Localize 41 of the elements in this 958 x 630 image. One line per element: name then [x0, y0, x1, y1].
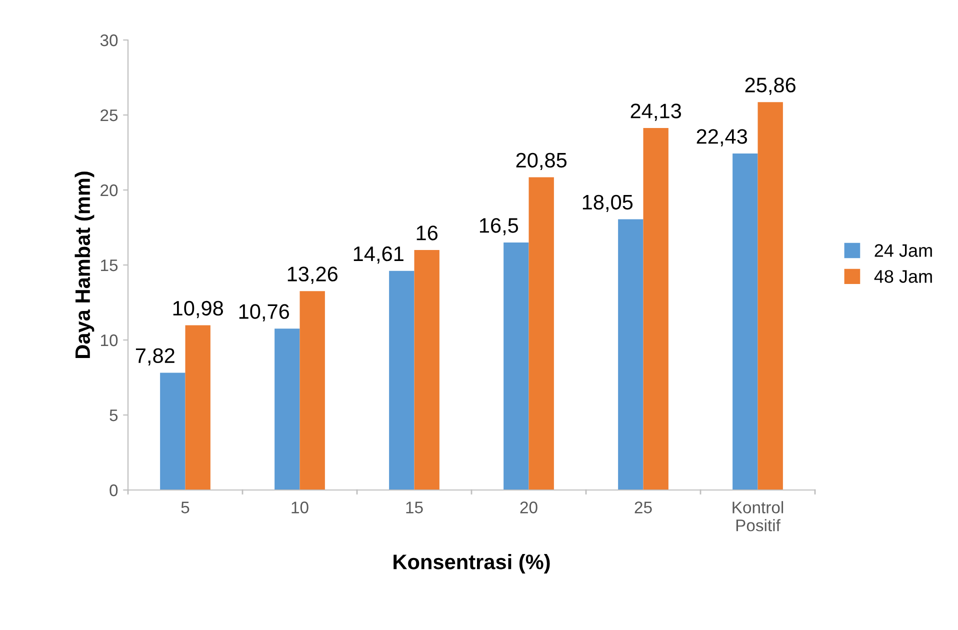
- y-tick-label: 10: [101, 334, 118, 346]
- y-axis-title: Daya Hambat (mm): [74, 172, 94, 358]
- data-label: 10,98: [173, 300, 224, 318]
- bar: [618, 219, 644, 490]
- data-label: 16,5: [480, 218, 518, 236]
- bar: [528, 177, 554, 490]
- x-tick-label: 25: [634, 502, 652, 514]
- y-tick-label: 5: [110, 410, 118, 422]
- data-label: 24,13: [630, 104, 681, 121]
- bar: [758, 102, 783, 490]
- data-label: 16: [416, 226, 438, 240]
- y-tick-label: 30: [100, 34, 118, 46]
- data-label: 20,85: [516, 152, 567, 170]
- x-tick-label: Kontrol Positif: [732, 501, 784, 532]
- x-tick-label: 5: [181, 502, 190, 514]
- data-label: 13,26: [288, 266, 338, 284]
- data-label: 18,05: [582, 194, 633, 212]
- bar: [389, 270, 414, 490]
- y-tick-label: 0: [110, 484, 118, 496]
- bar: [274, 328, 300, 490]
- bar: [732, 154, 758, 490]
- data-label: 22,43: [696, 129, 748, 146]
- bar: [643, 128, 668, 490]
- bar: [504, 242, 529, 490]
- y-tick-label: 15: [101, 260, 118, 272]
- data-label: 10,76: [239, 304, 290, 322]
- x-tick-label: 15: [406, 502, 423, 514]
- bar: [185, 325, 210, 490]
- x-tick-label: 10: [292, 502, 308, 514]
- legend-label: 48 Jam: [874, 270, 932, 283]
- legend-label: 24 Jam: [874, 244, 932, 257]
- bar: [300, 291, 325, 490]
- data-label: 25,86: [745, 78, 796, 95]
- data-label: 14,61: [354, 246, 404, 264]
- y-tick-label: 20: [100, 184, 118, 196]
- data-label: 7,82: [136, 348, 174, 366]
- x-tick-label: 20: [520, 502, 538, 514]
- x-axis-title: Konsentrasi (%): [394, 554, 550, 574]
- bar: [414, 250, 440, 490]
- bar: [160, 372, 186, 490]
- y-tick-label: 25: [100, 109, 118, 122]
